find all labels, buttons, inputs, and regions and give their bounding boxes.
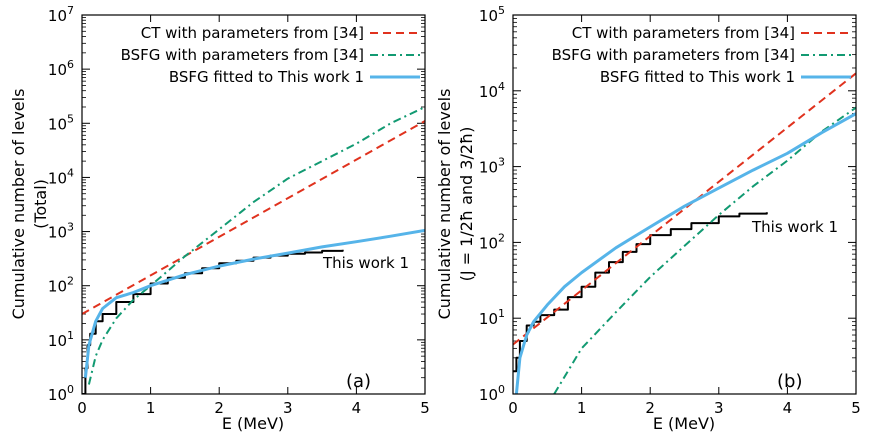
y-tick-label: 105 <box>479 4 505 25</box>
legend-label-bsfg: BSFG with parameters from [34] <box>552 46 795 64</box>
series-line-this-work <box>513 212 768 373</box>
y-tick-label: 100 <box>479 383 505 404</box>
y-tick-exponent: 6 <box>67 58 74 71</box>
annotation-this-work: This work 1 <box>751 218 838 236</box>
y-tick-label: 106 <box>48 58 74 79</box>
y-tick-base: 10 <box>48 169 67 187</box>
x-tick-label: 4 <box>783 399 793 417</box>
y-tick-exponent: 7 <box>67 4 74 17</box>
y-tick-label: 102 <box>479 231 505 252</box>
y-tick-base: 10 <box>479 386 498 404</box>
series-line-bsfg-fit <box>83 228 425 378</box>
chart-panel-b: Cumulative number of levels (J = 1/2ħ an… <box>435 4 861 433</box>
y-axis-title-line2: (Total) <box>31 179 50 229</box>
y-tick-base: 10 <box>48 7 67 25</box>
plot-frame <box>512 14 857 395</box>
y-axis-title-line1: Cumulative number of levels <box>9 89 28 320</box>
y-tick-base: 10 <box>48 224 67 242</box>
x-axis-title: E (MeV) <box>653 414 715 433</box>
chart-panel-a: Cumulative number of levels (Total) E (M… <box>9 4 430 433</box>
y-tick-label: 101 <box>48 329 74 350</box>
y-tick-label: 101 <box>479 307 505 328</box>
y-tick-label: 100 <box>48 383 74 404</box>
panel-label: (a) <box>346 371 371 392</box>
y-tick-exponent: 4 <box>67 166 74 179</box>
x-tick-label: 2 <box>214 399 224 417</box>
series-line-ct <box>82 120 425 315</box>
series-layer <box>513 72 856 394</box>
y-tick-label: 103 <box>479 156 505 177</box>
x-tick-label: 1 <box>577 399 587 417</box>
x-tick-label: 5 <box>851 399 861 417</box>
y-tick-base: 10 <box>479 234 498 252</box>
series-line-bsfg <box>87 106 425 385</box>
series-layer <box>82 106 425 394</box>
x-tick-label: 0 <box>77 399 87 417</box>
y-tick-base: 10 <box>48 61 67 79</box>
y-tick-label: 104 <box>48 166 74 187</box>
legend-label-bsfg-fit: BSFG fitted to This work 1 <box>600 68 795 86</box>
y-axis-title-line2: (J = 1/2ħ and 3/2ħ) <box>457 127 476 282</box>
y-tick-label: 103 <box>48 221 74 242</box>
y-tick-label: 104 <box>479 80 505 101</box>
x-tick-label: 4 <box>352 399 362 417</box>
x-tick-label: 5 <box>420 399 430 417</box>
x-tick-label: 2 <box>645 399 655 417</box>
x-tick-label: 3 <box>283 399 293 417</box>
plot-frame <box>81 14 426 395</box>
y-tick-base: 10 <box>479 83 498 101</box>
y-tick-base: 10 <box>479 7 498 25</box>
y-tick-exponent: 5 <box>498 4 505 17</box>
legend-label-bsfg-fit: BSFG fitted to This work 1 <box>169 68 364 86</box>
y-tick-exponent: 0 <box>67 383 74 396</box>
y-tick-exponent: 1 <box>498 307 505 320</box>
x-tick-label: 0 <box>508 399 518 417</box>
legend-label-ct: CT with parameters from [34] <box>141 24 364 42</box>
legend: CT with parameters from [34] BSFG with p… <box>552 24 851 86</box>
legend: CT with parameters from [34] BSFG with p… <box>121 24 420 86</box>
y-tick-label: 107 <box>48 4 74 25</box>
y-tick-exponent: 3 <box>67 221 74 234</box>
y-tick-exponent: 4 <box>498 80 505 93</box>
x-axis-title: E (MeV) <box>222 414 284 433</box>
panel-label: (b) <box>777 371 802 392</box>
y-tick-label: 105 <box>48 112 74 133</box>
series-line-bsfg-fit <box>514 112 856 394</box>
y-tick-exponent: 2 <box>498 231 505 244</box>
y-tick-base: 10 <box>479 159 498 177</box>
legend-label-ct: CT with parameters from [34] <box>572 24 795 42</box>
y-tick-exponent: 5 <box>67 112 74 125</box>
y-tick-base: 10 <box>48 386 67 404</box>
y-tick-base: 10 <box>479 310 498 328</box>
series-line-ct <box>513 72 856 346</box>
y-tick-exponent: 2 <box>67 275 74 288</box>
y-tick-label: 102 <box>48 275 74 296</box>
y-tick-base: 10 <box>48 115 67 133</box>
series-line-bsfg <box>553 106 856 394</box>
y-tick-exponent: 3 <box>498 156 505 169</box>
x-tick-label: 3 <box>714 399 724 417</box>
y-tick-exponent: 0 <box>498 383 505 396</box>
annotation-this-work: This work 1 <box>322 254 409 272</box>
y-tick-base: 10 <box>48 332 67 350</box>
series-line-this-work <box>82 249 344 394</box>
legend-label-bsfg: BSFG with parameters from [34] <box>121 46 364 64</box>
x-tick-label: 1 <box>146 399 156 417</box>
y-axis-title-line1: Cumulative number of levels <box>435 89 454 320</box>
y-tick-exponent: 1 <box>67 329 74 342</box>
y-tick-base: 10 <box>48 278 67 296</box>
